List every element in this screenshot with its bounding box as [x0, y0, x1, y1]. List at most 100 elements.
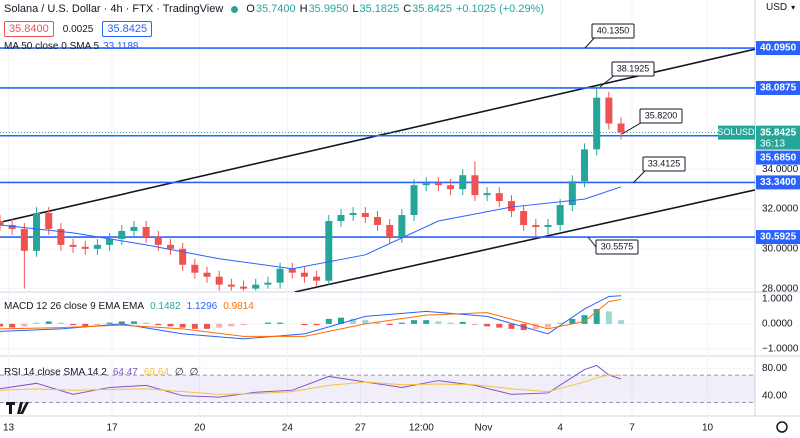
histogram-bar [240, 323, 247, 326]
level-label: 35.6850 [760, 152, 797, 163]
y-tick-label: 32.0000 [762, 204, 799, 215]
histogram-bar [0, 323, 3, 327]
candle-body [313, 276, 321, 281]
histogram-bar [118, 321, 125, 324]
ma-line [0, 186, 622, 270]
histogram-bar [411, 320, 418, 324]
candle-body [556, 205, 564, 225]
rsi-line [0, 374, 622, 395]
level-badge [756, 41, 800, 56]
histogram-bar [143, 322, 150, 324]
tv-logo [6, 402, 29, 414]
histogram-bar [179, 323, 186, 328]
ohlc-value: H [299, 3, 308, 15]
macd-line [0, 295, 622, 340]
histogram-bar [155, 323, 162, 326]
histogram-bar [423, 320, 430, 324]
histogram-bar [264, 322, 271, 324]
trade-button: 0.0025 [62, 23, 94, 35]
candle-body [581, 149, 589, 182]
callout-box [591, 23, 635, 39]
callout-label: 38.1925 [617, 63, 650, 73]
histogram-bar [496, 323, 503, 328]
histogram-bar [386, 323, 393, 326]
callout-label: 33.4125 [648, 158, 681, 168]
y-tick-label: 28.0000 [762, 283, 799, 294]
candle-body [57, 228, 65, 245]
histogram-bar [532, 323, 539, 329]
candle-body [118, 230, 126, 239]
histogram-bar [593, 308, 600, 324]
candle-body [69, 244, 77, 247]
candle-body [495, 193, 503, 202]
candle-body [361, 213, 369, 218]
candle-body [410, 185, 418, 216]
macd-line [0, 298, 622, 337]
y-tick-label: 1.0000 [762, 294, 793, 305]
trade-button[interactable]: 35.8425 [102, 21, 153, 37]
histogram-bar [167, 323, 174, 327]
histogram-bar [204, 323, 211, 329]
trendline [294, 189, 755, 292]
callout-label: 30.5575 [601, 241, 634, 251]
candle-body [422, 183, 430, 186]
level-label: 30.5925 [760, 232, 797, 243]
candle-body [33, 213, 41, 251]
legend-part: 1.1296 [187, 301, 218, 312]
legend-part: 0.9814 [223, 301, 254, 312]
candle-body [276, 268, 284, 283]
symbol-badge [718, 125, 755, 140]
candle-body [81, 246, 89, 249]
currency[interactable]: USD ▾ [766, 2, 795, 13]
histogram-bar [471, 323, 478, 326]
x-tick-label: 24 [282, 423, 294, 434]
candle-body [154, 236, 162, 245]
candle-body [471, 175, 479, 196]
callout-label: 40.1350 [597, 25, 630, 35]
candle-body [203, 272, 211, 277]
candle-body [106, 238, 114, 245]
callout-box [595, 239, 639, 255]
x-tick-label: 12:00 [409, 423, 434, 434]
level-badge [756, 175, 800, 190]
candle-body [300, 272, 308, 277]
callout-box [642, 156, 686, 172]
candle-body [459, 175, 467, 190]
y-tick-label: 34.0000 [762, 164, 799, 175]
candle-body [434, 183, 442, 186]
trade-button[interactable]: 35.8400 [4, 21, 54, 37]
ohlc-value: 35.9950 [308, 3, 349, 15]
level-label: 40.0950 [760, 43, 797, 54]
candle-body [325, 220, 333, 281]
candle-body [386, 224, 394, 237]
histogram-bar [325, 318, 332, 324]
candle-body [227, 284, 235, 287]
histogram-bar [130, 321, 137, 324]
candle-body [179, 248, 187, 265]
callout-label: 35.8200 [645, 110, 678, 120]
candle-body [483, 193, 491, 196]
ma-value: 33.1188 [103, 41, 139, 52]
candle-body [240, 286, 248, 289]
rsi-line [0, 364, 622, 398]
y-tick-label: 80.00 [762, 363, 787, 374]
plot-clip [0, 47, 755, 292]
y-tick-label: 30.0000 [762, 243, 799, 254]
ohlc-value: O [246, 3, 255, 15]
histogram-bar [216, 323, 223, 328]
y-tick-label: 0.0000 [762, 319, 793, 330]
candle-body [20, 228, 28, 251]
candle-body [544, 224, 552, 227]
histogram-bar [544, 323, 551, 328]
x-tick-label: Nov [475, 423, 493, 434]
histogram-bar [350, 318, 357, 324]
callout-box [639, 108, 683, 124]
candle-body [374, 217, 381, 225]
histogram-bar [70, 323, 77, 326]
ohlc-value: +0.1025 (+0.29%) [455, 3, 545, 15]
currency-label: USD [766, 2, 788, 13]
level-badge [756, 150, 800, 165]
symbol-title: Solana / U.S. Dollar · 4h · FTX · Tradin… [4, 3, 224, 15]
settings-icon[interactable] [776, 421, 788, 433]
